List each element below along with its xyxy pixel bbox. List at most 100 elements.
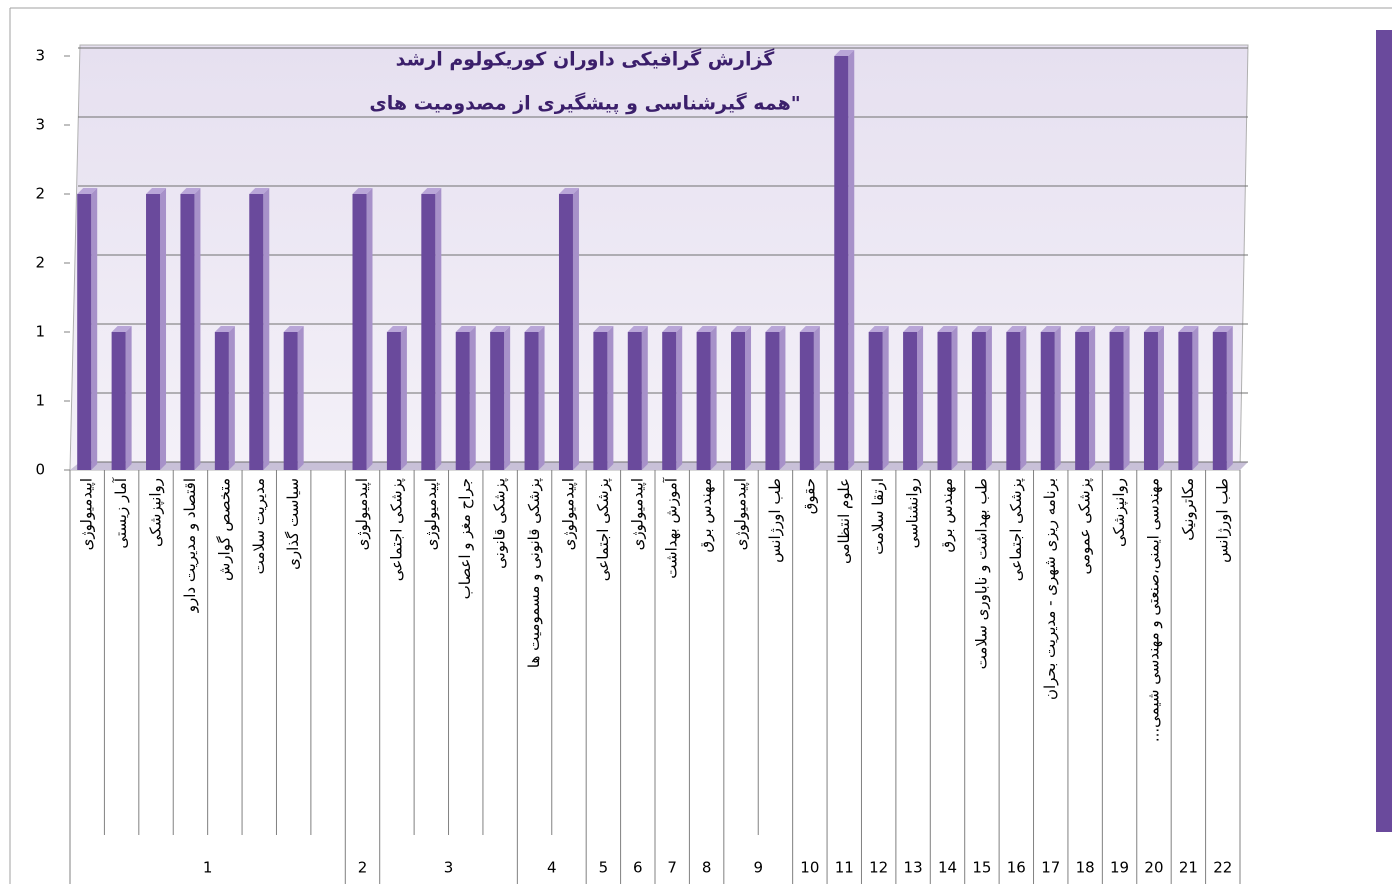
x-tick-label: اپیدمیولوژی	[559, 478, 578, 550]
group-label: 16	[1007, 859, 1026, 877]
x-tick-label: اپیدمیولوژی	[422, 478, 441, 550]
group-label: 5	[599, 859, 609, 877]
bar	[903, 332, 918, 470]
y-tick-label: 0	[35, 461, 45, 479]
x-tick-label: روانپزشکی	[1110, 478, 1129, 547]
bar	[627, 332, 642, 470]
x-tick-label: برنامه ریزی شهری - مدیریت بحران	[1041, 478, 1059, 700]
bar	[146, 194, 161, 470]
bar-side	[400, 326, 407, 470]
bar-side	[951, 326, 958, 470]
bar-top	[834, 50, 855, 56]
bar-top	[524, 326, 545, 332]
bar-top	[1212, 326, 1233, 332]
bar-side	[160, 188, 167, 470]
y-tick-label: 1	[35, 392, 45, 410]
bar	[662, 332, 677, 470]
x-tick-label: پزشکی اجتماعی	[1007, 478, 1026, 581]
bar	[868, 332, 883, 470]
bar	[180, 194, 195, 470]
bar-side	[366, 188, 373, 470]
bar-side	[882, 326, 889, 470]
group-label: 11	[835, 859, 854, 877]
x-tick-label: اپیدمیولوژی	[628, 478, 647, 550]
group-label: 2	[358, 859, 368, 877]
group-label: 19	[1110, 859, 1129, 877]
bar-top	[1143, 326, 1164, 332]
bar-top	[731, 326, 752, 332]
bar	[696, 332, 711, 470]
bar	[1178, 332, 1193, 470]
bar	[77, 194, 92, 470]
group-label: 9	[753, 859, 763, 877]
x-tick-label: مهندس برق	[697, 478, 715, 553]
bar-top	[868, 326, 889, 332]
bar-top	[386, 326, 407, 332]
bar-top	[1178, 326, 1199, 332]
x-tick-label: جراح مغز و اعصاب	[456, 478, 474, 599]
bar	[352, 194, 367, 470]
bar	[1040, 332, 1055, 470]
bar-top	[111, 326, 132, 332]
bar-top	[627, 326, 648, 332]
bar	[249, 194, 264, 470]
bar-side	[504, 326, 511, 470]
bar-side	[1123, 326, 1130, 470]
bar-side	[1226, 326, 1233, 470]
bar	[421, 194, 436, 470]
bar-side	[125, 326, 132, 470]
x-tick-label: مهندس برق	[938, 478, 956, 553]
bar	[593, 332, 608, 470]
x-tick-label: اپیدمیولوژی	[78, 478, 97, 550]
bar-side	[91, 188, 98, 470]
bar	[386, 332, 401, 470]
bar-side	[1054, 326, 1061, 470]
bar	[1109, 332, 1124, 470]
bar-top	[696, 326, 717, 332]
bar-top	[180, 188, 201, 194]
bar-top	[352, 188, 373, 194]
x-tick-label: پزشکی اجتماعی	[594, 478, 613, 581]
bar-top	[490, 326, 511, 332]
bar-top	[799, 326, 820, 332]
group-label: 7	[667, 859, 677, 877]
group-label: 10	[800, 859, 819, 877]
group-label: 21	[1179, 859, 1198, 877]
x-tick-label: مکاترونیک	[1179, 478, 1197, 541]
bar	[799, 332, 814, 470]
y-tick-label: 2	[35, 254, 45, 272]
bar-top	[1109, 326, 1130, 332]
bar	[214, 332, 229, 470]
x-tick-label: حقوق	[800, 478, 818, 514]
group-label: 18	[1076, 859, 1095, 877]
bar	[731, 332, 746, 470]
bar	[937, 332, 952, 470]
bar-side	[985, 326, 992, 470]
y-tick-label: 1	[35, 323, 45, 341]
x-tick-label: مهندسی ایمنی،صنعتی و مهندسی شیمی...	[1144, 478, 1162, 742]
bar-top	[971, 326, 992, 332]
bar-top	[1040, 326, 1061, 332]
bar-side	[228, 326, 235, 470]
bar-side	[194, 188, 201, 470]
bar	[558, 194, 573, 470]
group-label: 6	[633, 859, 643, 877]
x-tick-label: اپیدمیولوژی	[732, 478, 751, 550]
x-tick-label: ارتقا سلامت	[869, 478, 887, 555]
bar-side	[435, 188, 442, 470]
x-tick-label: طب بهداشت و ناباوری سلامت	[972, 478, 990, 669]
x-tick-label: طب اورژانس	[1213, 478, 1231, 563]
group-label: 13	[904, 859, 923, 877]
bar	[1143, 332, 1158, 470]
bar	[1212, 332, 1227, 470]
bar-top	[214, 326, 235, 332]
bar-side	[1089, 326, 1096, 470]
group-label: 3	[444, 859, 454, 877]
bar	[765, 332, 780, 470]
bar-top	[421, 188, 442, 194]
bar-top	[937, 326, 958, 332]
bar-side	[469, 326, 476, 470]
x-tick-label: مدیریت سلامت	[250, 478, 268, 574]
bar-side	[917, 326, 924, 470]
